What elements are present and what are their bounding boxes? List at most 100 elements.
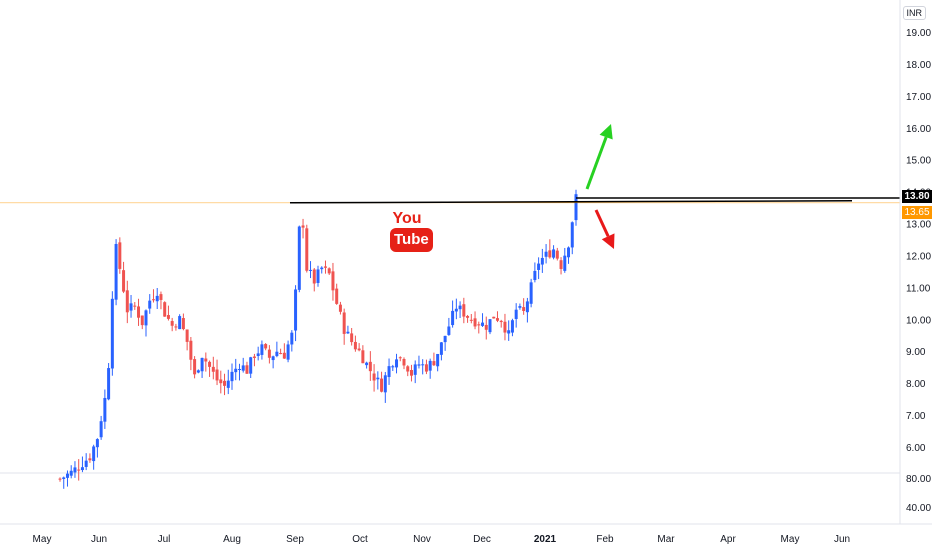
candle [320,266,324,274]
candle [522,298,526,315]
candle [204,352,208,372]
time-tick-label: Oct [352,534,368,545]
candle [570,221,574,255]
youtube-logo: You Tube [390,210,433,252]
candle [69,465,73,479]
candle [297,225,301,293]
candle [155,287,159,310]
price-tick-label: 11.00 [906,283,931,294]
candle [477,321,481,334]
price-tick-label: 12.00 [906,251,931,262]
candle [193,356,197,379]
candle [492,316,496,319]
candle [559,257,563,275]
candle [368,351,372,381]
candle [73,461,77,478]
candle [286,340,290,363]
candle [196,369,200,374]
candle [432,352,436,366]
candle [383,371,387,403]
price-tick-label: 10.00 [906,315,931,326]
time-tick-label: May [781,534,800,545]
candle [428,358,432,379]
candle [226,369,230,395]
time-tick-label: Nov [413,534,431,545]
candle [495,311,499,323]
price-tick-label: 8.00 [906,379,926,390]
candle [62,476,66,489]
candle [338,301,342,315]
candle [439,342,443,361]
candle [473,311,477,330]
down-arrow-icon [594,209,615,249]
candle [443,335,447,351]
candle [481,313,485,327]
time-tick-label: Jun [834,534,850,545]
time-tick-label: Feb [596,534,614,545]
candle [166,305,170,321]
candle [402,357,406,370]
overlays [0,124,900,249]
volume-tick-label: 80.00 [906,474,931,485]
candle [529,278,533,308]
price-tick-label: 18.00 [906,60,931,71]
candle [488,318,492,335]
time-tick-label: Jun [91,534,107,545]
candle [159,291,163,310]
price-tick-label: 19.00 [906,28,931,39]
candle [417,355,421,369]
candle [137,298,141,326]
currency-badge[interactable]: INR [902,6,926,20]
candle [552,245,556,260]
candle [331,262,335,301]
time-tick-label: Aug [223,534,241,545]
price-tick-label: 16.00 [906,124,931,135]
candle [350,328,354,346]
candle [275,341,279,358]
candle [88,453,92,463]
candle [563,247,567,273]
candle [406,365,410,377]
candle [103,389,107,429]
time-tick-label: May [33,534,52,545]
candle [503,313,507,341]
candle [92,444,96,470]
candle [458,301,462,319]
candle [409,364,413,382]
candle [537,257,541,280]
candle [424,359,428,375]
candle [77,459,81,481]
candle [323,260,327,274]
candle [256,346,260,361]
price-tick-label: 17.00 [906,92,931,103]
candle [316,265,320,287]
candle [372,364,376,392]
candle [249,356,253,379]
candle [65,470,69,487]
candle [122,261,126,294]
candle [484,316,488,340]
candle [548,239,552,259]
candle [133,302,137,310]
candle [294,285,298,342]
resistance-price-tag: 13.65 [902,206,932,219]
candle [451,300,455,328]
candle [395,353,399,374]
time-tick-label: Jul [158,534,171,545]
last-price-tag: 13.80 [902,190,932,203]
candle [507,320,511,341]
candle [567,246,571,264]
candle [421,359,425,375]
candle [84,453,88,471]
candle [290,330,294,352]
price-tick-label: 9.00 [906,347,926,358]
price-tick-label: 6.00 [906,443,926,454]
candle [376,371,380,390]
candle [185,329,189,351]
candle [163,301,167,317]
candle [178,314,182,330]
candle [301,218,305,239]
candle [469,314,473,324]
candle [144,309,148,337]
